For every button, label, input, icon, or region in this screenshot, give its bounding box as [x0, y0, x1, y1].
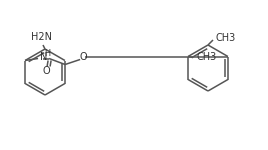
Text: O: O: [79, 51, 87, 61]
Text: O: O: [42, 66, 50, 76]
Text: H: H: [44, 49, 51, 58]
Text: CH3: CH3: [216, 33, 236, 43]
Text: H2N: H2N: [31, 32, 51, 42]
Text: CH3: CH3: [196, 52, 216, 63]
Text: N: N: [40, 52, 47, 63]
